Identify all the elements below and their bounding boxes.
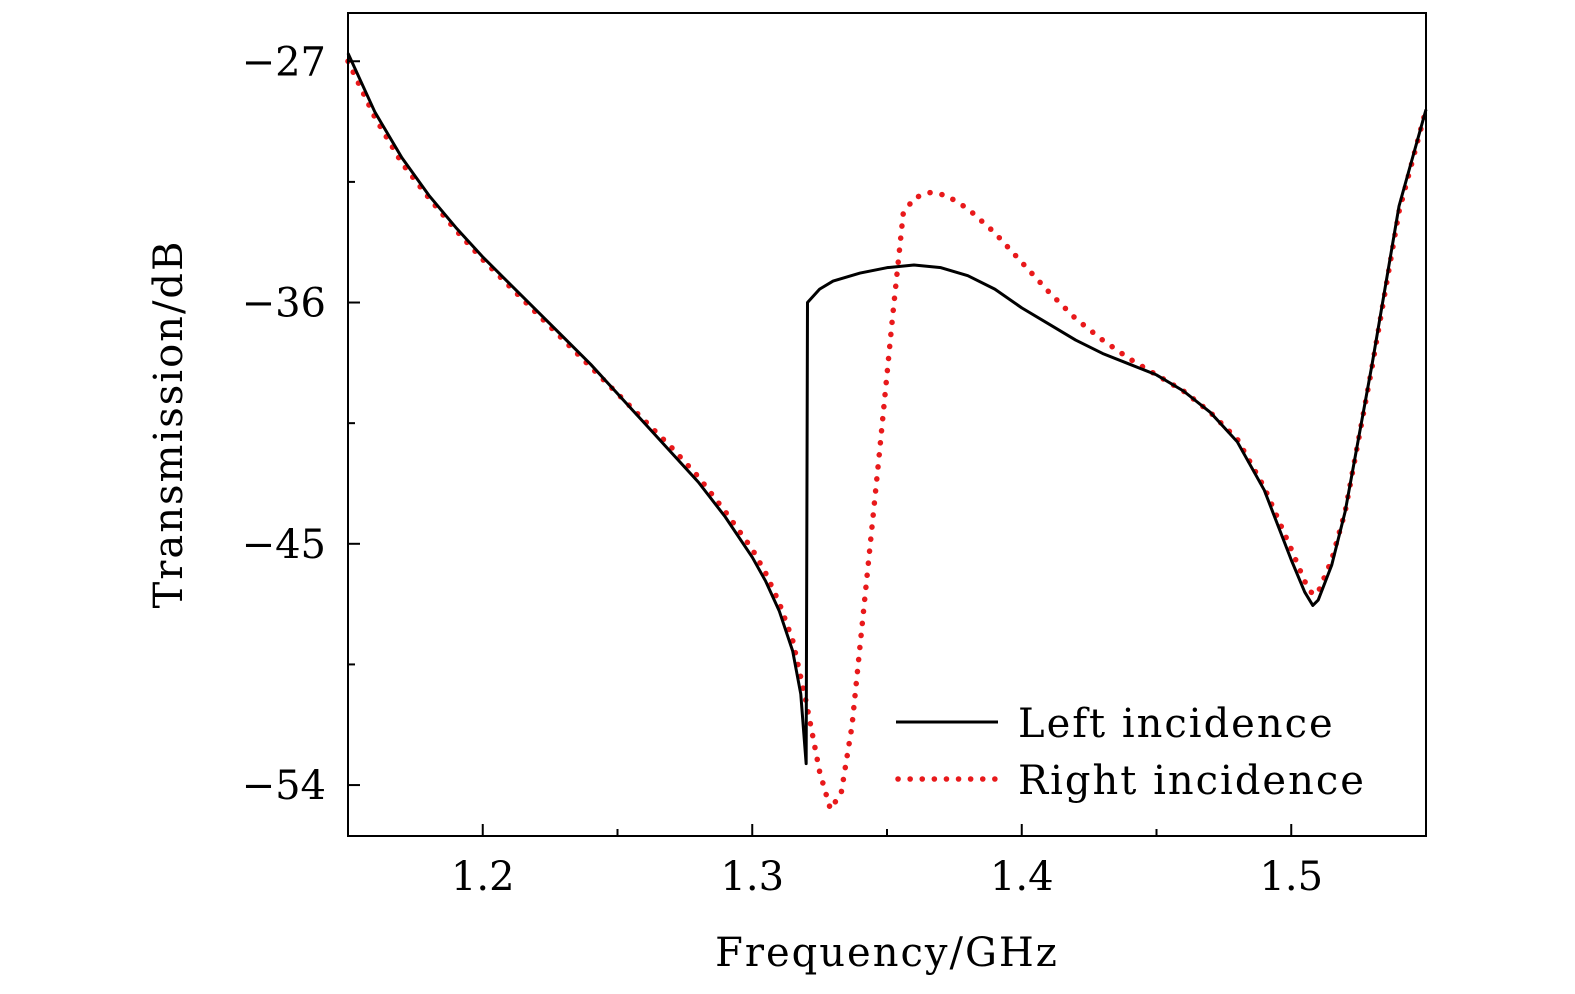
- series-line-left-incidence: [346, 52, 1428, 766]
- tick-labels-layer: 1.2 1.3 1.4 1.5 −27 −36 −45 −54: [242, 39, 1323, 900]
- legend: Left incidence Right incidence: [895, 701, 1366, 804]
- x-axis-label: Frequency/GHz: [715, 930, 1059, 976]
- legend-label-left-incidence: Left incidence: [1018, 701, 1335, 747]
- x-tick-label: 1.3: [720, 854, 784, 900]
- y-axis-label: Transmission/dB: [146, 240, 192, 609]
- series-layer: [345, 52, 1429, 812]
- legend-label-right-incidence: Right incidence: [1018, 758, 1366, 804]
- y-tick-label: −45: [242, 522, 326, 568]
- y-tick-label: −27: [242, 39, 326, 85]
- x-tick-label: 1.5: [1259, 854, 1323, 900]
- y-tick-label: −36: [242, 281, 326, 327]
- series-line-right-incidence: [345, 58, 1429, 812]
- ticks-layer: [348, 60, 1293, 836]
- y-tick-label: −54: [242, 763, 326, 809]
- x-tick-label: 1.4: [990, 854, 1054, 900]
- x-tick-label: 1.2: [451, 854, 515, 900]
